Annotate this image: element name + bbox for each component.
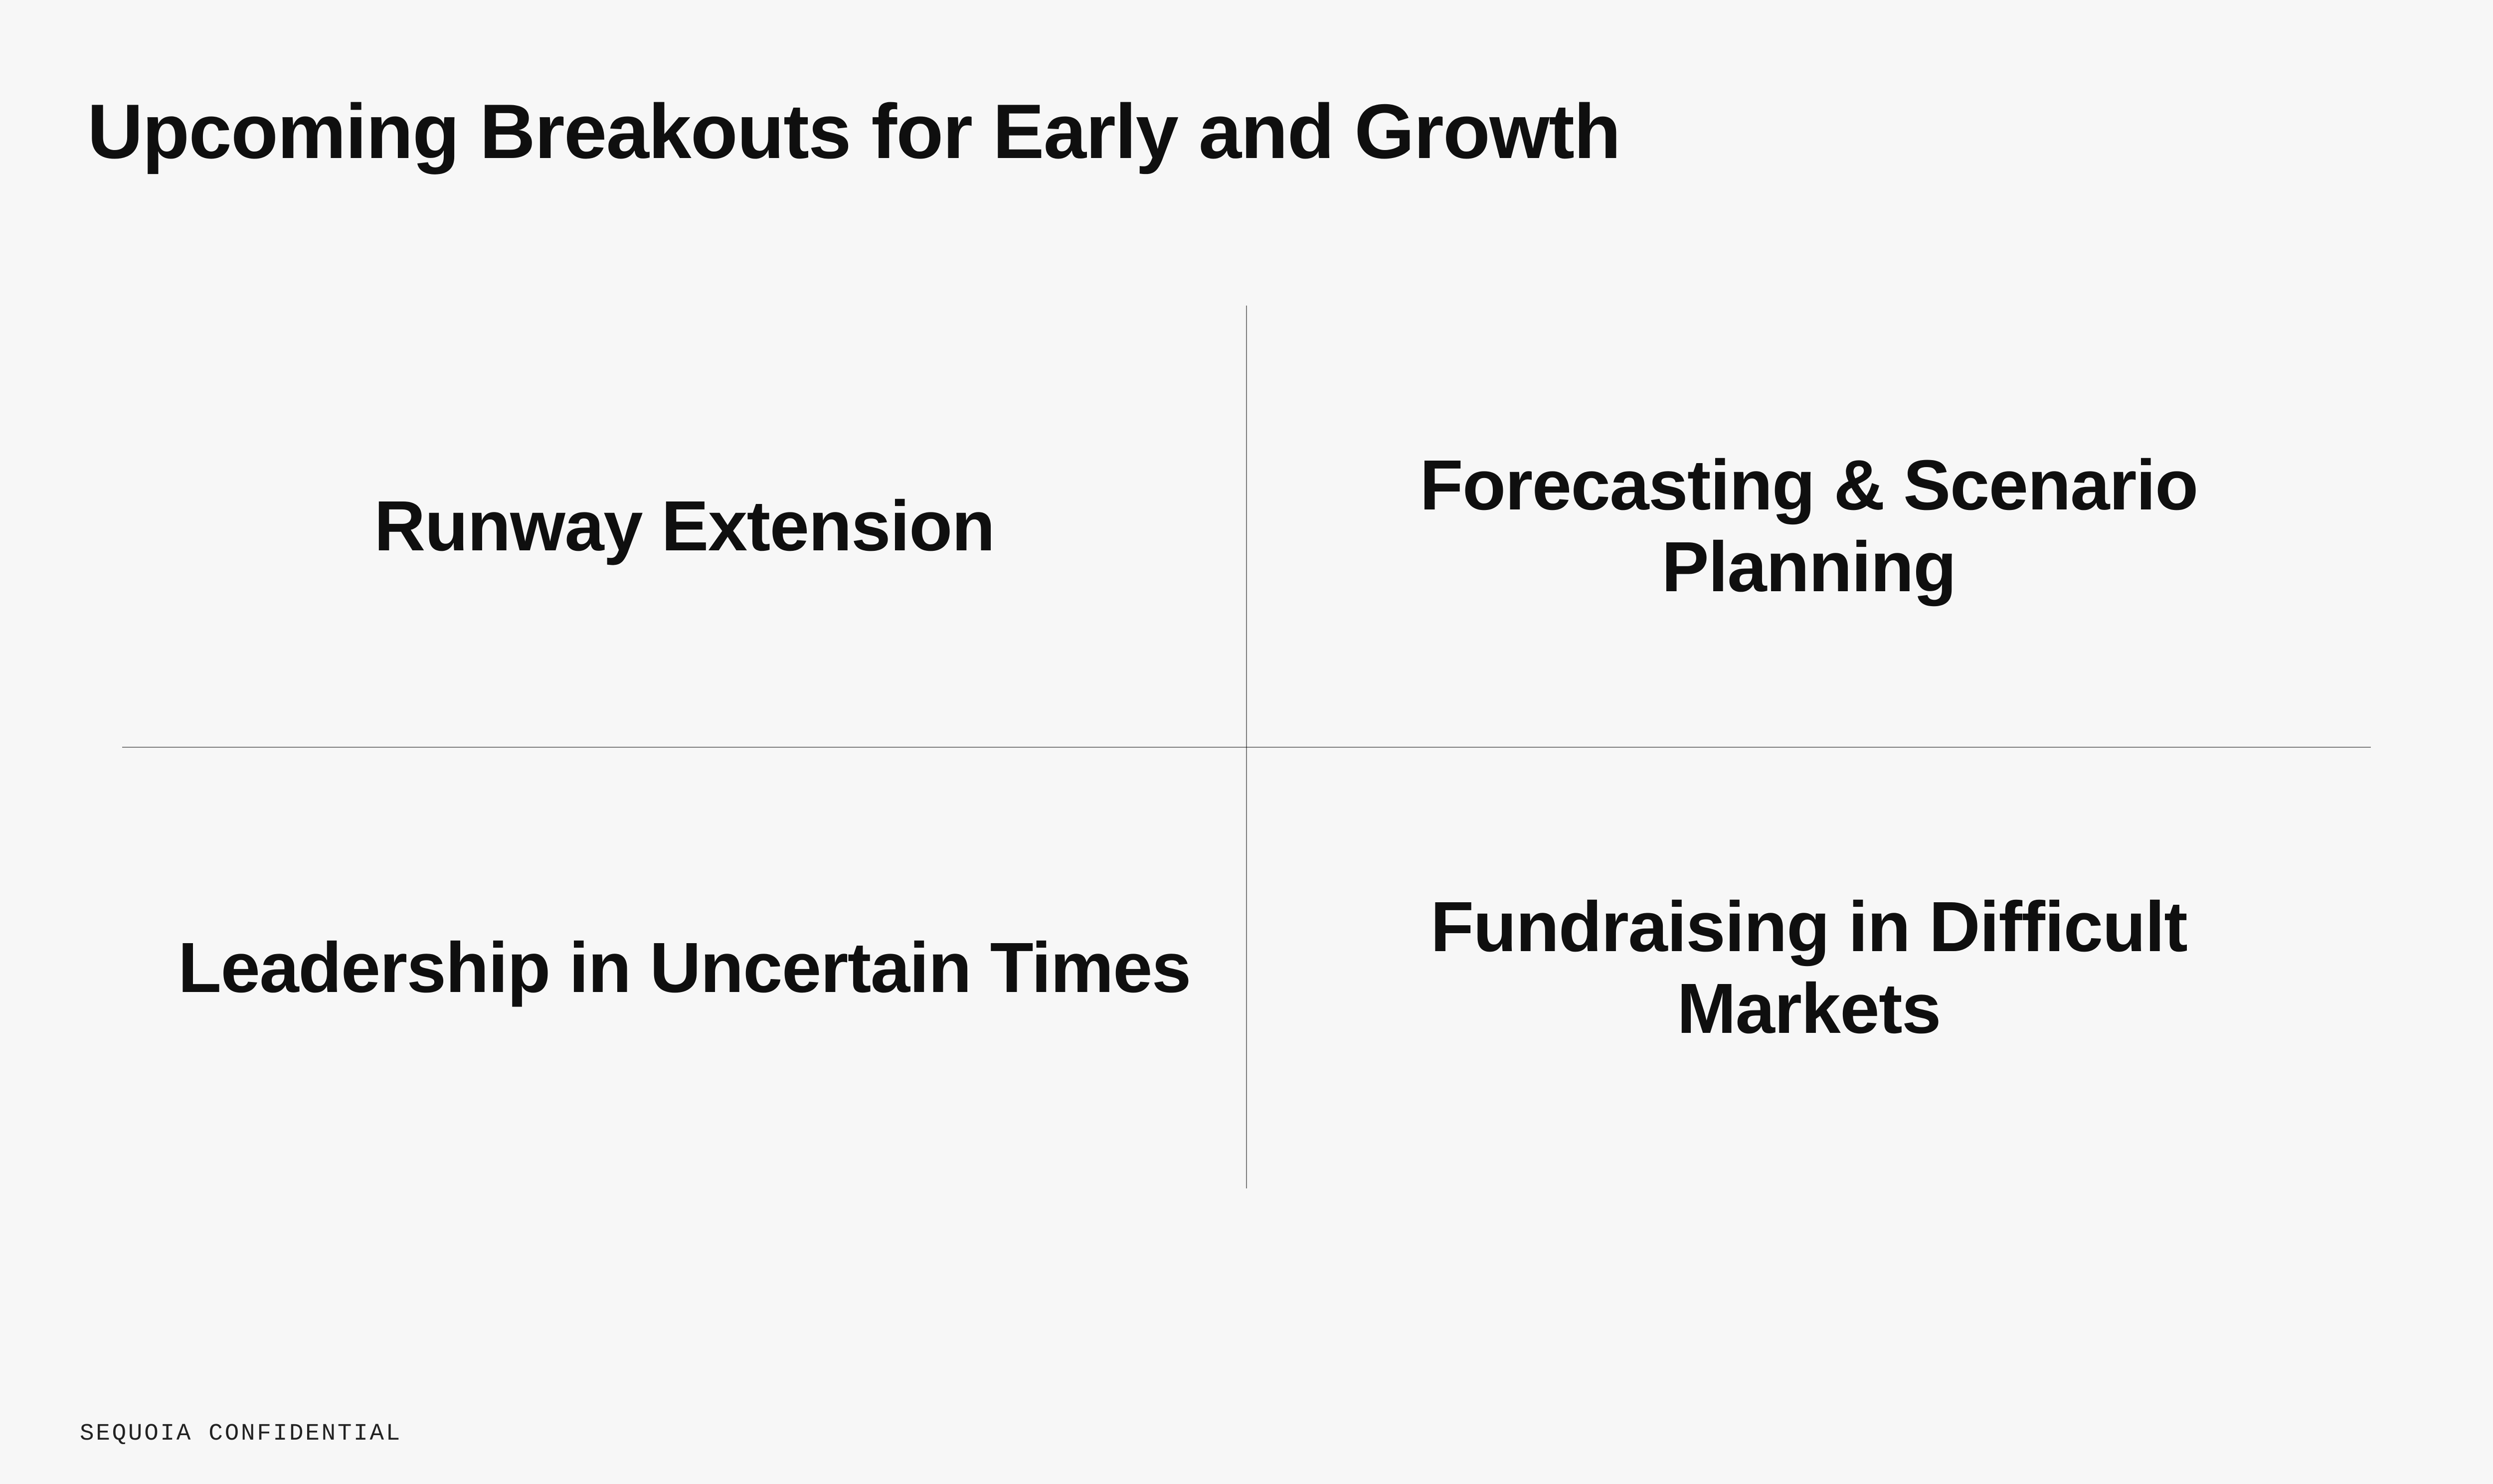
slide-container: Upcoming Breakouts for Early and Growth …: [0, 0, 2493, 1484]
grid-inner: Runway Extension Forecasting & Scenario …: [122, 306, 2371, 1188]
slide-title: Upcoming Breakouts for Early and Growth: [87, 87, 2406, 176]
quadrant-top-right: Forecasting & Scenario Planning: [1246, 306, 2371, 747]
quadrant-top-left-text: Runway Extension: [374, 486, 994, 567]
footer-confidential: SEQUOIA CONFIDENTIAL: [80, 1420, 402, 1447]
quadrant-grid: Runway Extension Forecasting & Scenario …: [87, 246, 2406, 1249]
quadrant-top-left: Runway Extension: [122, 306, 1246, 747]
quadrant-bottom-left-text: Leadership in Uncertain Times: [178, 927, 1191, 1009]
quadrant-top-right-text: Forecasting & Scenario Planning: [1291, 445, 2326, 608]
quadrant-bottom-right: Fundraising in Difficult Markets: [1246, 747, 2371, 1189]
quadrant-bottom-left: Leadership in Uncertain Times: [122, 747, 1246, 1189]
quadrant-bottom-right-text: Fundraising in Difficult Markets: [1291, 886, 2326, 1050]
